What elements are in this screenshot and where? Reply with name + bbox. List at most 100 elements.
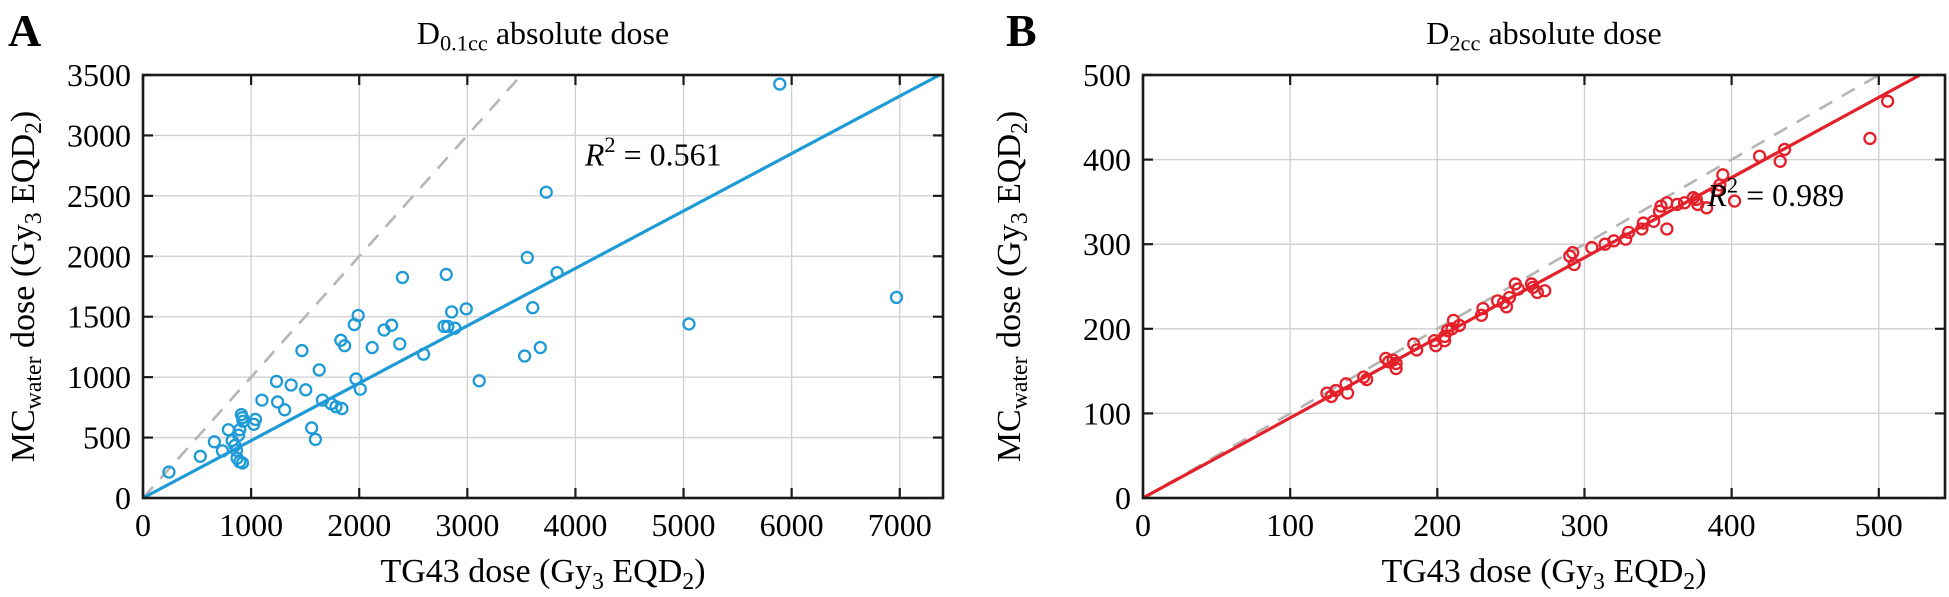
y-tick-label: 1500 bbox=[67, 299, 131, 335]
data-point bbox=[1452, 318, 1467, 333]
x-tick-label: 500 bbox=[1855, 507, 1903, 543]
data-point bbox=[162, 465, 176, 479]
data-point bbox=[550, 265, 564, 280]
x-axis-label: TG43 dose (Gy3 EQD2) bbox=[380, 553, 705, 595]
data-point bbox=[1567, 257, 1581, 272]
data-point bbox=[308, 432, 323, 447]
data-point bbox=[235, 456, 250, 470]
plot-border bbox=[141, 73, 945, 500]
data-point bbox=[1329, 383, 1343, 398]
data-point bbox=[232, 428, 246, 442]
x-tick-label: 7000 bbox=[868, 507, 932, 543]
data-point bbox=[439, 267, 453, 282]
data-point bbox=[1727, 194, 1742, 208]
data-point bbox=[337, 339, 352, 353]
data-point bbox=[1339, 377, 1353, 391]
data-point bbox=[215, 444, 230, 458]
x-tick-label: 4000 bbox=[543, 507, 607, 543]
x-tick-label: 100 bbox=[1266, 507, 1314, 543]
data-point bbox=[393, 337, 407, 351]
data-point bbox=[520, 250, 534, 265]
data-point bbox=[1635, 222, 1649, 236]
data-point bbox=[353, 382, 367, 396]
data-point bbox=[416, 347, 431, 361]
x-tick-label: 0 bbox=[1135, 507, 1151, 543]
data-point bbox=[1530, 285, 1545, 300]
data-point bbox=[459, 302, 473, 316]
x-tick-label: 0 bbox=[135, 507, 151, 543]
data-point bbox=[269, 374, 284, 389]
data-point bbox=[207, 435, 222, 449]
x-tick-label: 200 bbox=[1413, 507, 1461, 543]
data-point bbox=[329, 400, 343, 414]
data-point bbox=[1777, 142, 1792, 157]
x-tick-label: 400 bbox=[1708, 507, 1756, 543]
data-point bbox=[773, 77, 787, 91]
data-point bbox=[335, 401, 349, 416]
data-point bbox=[533, 340, 547, 355]
data-point bbox=[384, 318, 399, 332]
data-point bbox=[1360, 372, 1374, 387]
plot-border bbox=[1141, 73, 1947, 500]
y-tick-label: 1000 bbox=[67, 359, 131, 395]
data-point bbox=[682, 317, 696, 331]
data-point bbox=[1716, 168, 1730, 182]
y-tick-label: 200 bbox=[1083, 311, 1131, 347]
data-point bbox=[1379, 351, 1393, 366]
data-point bbox=[517, 349, 532, 363]
data-point bbox=[365, 340, 379, 355]
panel-a-plot: 0 1000 2000 3000 4000 5000 6000 7000 0 500 1000 150… bbox=[5, 15, 945, 595]
data-point bbox=[395, 270, 410, 285]
data-point bbox=[1474, 308, 1489, 322]
data-point bbox=[304, 421, 319, 435]
data-point bbox=[1863, 131, 1877, 146]
data-point bbox=[539, 185, 553, 199]
panel-b-plot: 0 100 200 300 400 500 0 100 200 300 400 500 D2cc abs… bbox=[991, 15, 1947, 595]
data-point bbox=[1699, 201, 1714, 215]
data-point bbox=[889, 290, 904, 305]
data-point bbox=[472, 374, 486, 388]
y-tick-label: 100 bbox=[1083, 395, 1131, 431]
data-point bbox=[441, 319, 455, 334]
data-point bbox=[1773, 154, 1787, 168]
y-tick-label: 2000 bbox=[67, 238, 131, 274]
scatter-points bbox=[162, 77, 904, 479]
y-tick-label: 500 bbox=[83, 420, 131, 456]
data-point bbox=[1340, 386, 1355, 400]
data-point bbox=[1389, 356, 1403, 371]
data-point bbox=[1357, 370, 1371, 384]
y-tick-label: 400 bbox=[1083, 142, 1131, 178]
data-point bbox=[1646, 214, 1661, 229]
data-point bbox=[284, 378, 298, 392]
y-tick-label: 300 bbox=[1083, 226, 1131, 262]
data-point bbox=[1660, 222, 1674, 236]
data-point bbox=[255, 393, 269, 407]
y-tick-label: 0 bbox=[1115, 480, 1131, 516]
data-point bbox=[229, 443, 244, 457]
data-point bbox=[277, 403, 292, 417]
data-point bbox=[1621, 225, 1636, 240]
data-point bbox=[448, 321, 462, 335]
panel-label-b: B bbox=[1006, 5, 1037, 56]
y-tick-label: 2500 bbox=[67, 178, 131, 214]
panel-label-a: A bbox=[8, 5, 42, 56]
data-point bbox=[312, 363, 326, 377]
x-tick-label: 1000 bbox=[219, 507, 283, 543]
y-tick-label: 3500 bbox=[67, 57, 131, 93]
panel-title: D2cc absolute dose bbox=[1426, 15, 1661, 55]
r-squared-annotation: R2 = 0.561 bbox=[584, 132, 722, 172]
y-tick-label: 3000 bbox=[67, 117, 131, 153]
data-point bbox=[1410, 343, 1424, 357]
x-axis-label: TG43 dose (Gy3 EQD2) bbox=[1381, 553, 1706, 595]
x-tick-label: 300 bbox=[1560, 507, 1608, 543]
y-axis-label: MCwater dose (Gy3 EQD2) bbox=[5, 111, 47, 463]
scatter-points bbox=[1320, 94, 1895, 404]
panel-title: D0.1cc absolute dose bbox=[417, 15, 669, 55]
identity-line bbox=[142, 74, 523, 499]
fit-line bbox=[142, 73, 941, 500]
data-point bbox=[444, 305, 459, 319]
data-point bbox=[1502, 290, 1517, 305]
y-tick-label: 500 bbox=[1083, 57, 1131, 93]
data-point bbox=[1389, 361, 1403, 376]
